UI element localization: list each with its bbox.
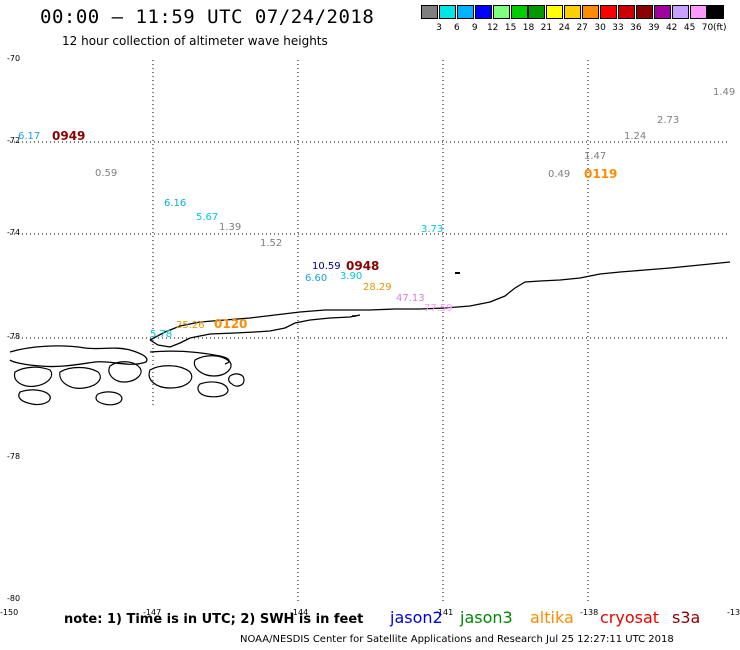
wave-height-label: 1.52 — [260, 238, 283, 249]
satellite-legend-jason2: jason2 — [390, 608, 443, 627]
wave-height-label: 1.49 — [713, 87, 736, 98]
latitude-label: -74 — [7, 228, 21, 237]
latitude-label: -72 — [7, 136, 21, 145]
latitude-label: -78 — [7, 332, 21, 341]
legend-tick: 70 — [701, 23, 714, 33]
legend-tick: 30 — [594, 23, 606, 33]
wave-height-label: 1.39 — [219, 222, 242, 233]
wave-height-label: 5.67 — [196, 212, 219, 223]
island-5 — [193, 355, 232, 377]
coastline — [149, 261, 731, 348]
satellite-legend-altika: altika — [530, 608, 574, 627]
wave-height-label: 0.59 — [95, 168, 118, 179]
legend-swatch — [671, 5, 689, 19]
legend-tick: 24 — [558, 23, 571, 33]
legend-tick: 3 — [436, 23, 442, 33]
wave-height-label: 3.73 — [421, 224, 444, 235]
satellite-legend-jason3: jason3 — [460, 608, 513, 627]
wave-height-label: 6.16 — [164, 198, 187, 209]
pass-time-label: 0949 — [52, 129, 86, 143]
longitude-label: -144 — [290, 608, 309, 617]
legend-swatch — [456, 5, 474, 19]
wave-height-label: 28.29 — [363, 282, 392, 293]
pass-time-label: 0948 — [346, 259, 380, 273]
wave-height-label: 2.73 — [657, 115, 680, 126]
legend-tick: 12 — [486, 23, 499, 33]
legend-tick: 6 — [454, 23, 460, 33]
legend-swatch — [653, 5, 671, 19]
island-4 — [148, 365, 193, 389]
legend-swatch — [438, 5, 456, 19]
legend-swatch — [564, 5, 582, 19]
legend-swatch — [421, 5, 438, 19]
longitude-label: -150 — [0, 608, 19, 617]
island-6 — [18, 389, 51, 406]
legend-swatch — [474, 5, 492, 19]
legend-swatch — [707, 5, 725, 19]
credit-footer: NOAA/NESDIS Center for Satellite Applica… — [240, 634, 674, 645]
wave-height-label: 1.47 — [584, 151, 607, 162]
wave-height-label: 10.59 — [312, 261, 341, 272]
latitude-label: -70 — [7, 54, 21, 63]
legend-tick: 18 — [522, 23, 535, 33]
legend-swatch — [510, 5, 528, 19]
wave-height-label: 3.90 — [340, 271, 363, 282]
island-7 — [95, 391, 123, 406]
legend-tick: 36 — [630, 23, 642, 33]
island-8 — [197, 381, 229, 398]
shelf-inlet — [149, 350, 230, 365]
latitude-label: -78 — [7, 452, 21, 461]
longitude-label: -141 — [435, 608, 454, 617]
legend-swatch — [492, 5, 510, 19]
wave-height-label: 6.60 — [305, 273, 328, 284]
legend-tick: 21 — [540, 23, 553, 33]
map-subtitle: 12 hour collection of altimeter wave hei… — [62, 34, 328, 48]
pass-time-label: 0119 — [584, 167, 618, 181]
wave-height-label: 47.13 — [396, 293, 425, 304]
coastline-west — [9, 345, 148, 368]
legend-tick: 15 — [504, 23, 517, 33]
legend-unit: (ft) — [713, 23, 727, 33]
legend-tick: 27 — [576, 23, 588, 33]
wave-height-label: 6.17 — [18, 131, 41, 142]
legend-swatch — [635, 5, 653, 19]
pass-time-label: 0120 — [214, 317, 248, 331]
legend-tick: 39 — [648, 23, 660, 33]
legend-tick: 42 — [665, 23, 678, 33]
legend-tick: 45 — [683, 23, 696, 33]
map-title: 00:00 — 11:59 UTC 07/24/2018 — [40, 6, 375, 28]
island-3 — [108, 361, 142, 383]
longitude-label: -13 — [727, 608, 740, 617]
units-note: note: 1) Time is in UTC; 2) SWH is in fe… — [64, 612, 364, 627]
legend-swatch — [617, 5, 635, 19]
wave-height-label: 5.78 — [150, 329, 173, 340]
island-9 — [228, 373, 245, 387]
legend-tick: 9 — [471, 23, 478, 33]
island-2 — [59, 366, 101, 389]
legend-swatch — [528, 5, 546, 19]
island-1 — [13, 366, 53, 387]
legend-swatch — [600, 5, 617, 19]
longitude-label: -147 — [143, 608, 162, 617]
wave-height-label: 1.24 — [624, 131, 647, 142]
legend-tick: 33 — [612, 23, 624, 33]
legend-swatch — [546, 5, 564, 19]
longitude-label: -138 — [580, 608, 599, 617]
latitude-label: -80 — [7, 594, 21, 603]
wave-height-label: 0.49 — [548, 169, 571, 180]
satellite-legend-s3a: s3a — [672, 608, 701, 627]
legend-swatch — [582, 5, 600, 19]
wave-height-label: 25.26 — [176, 320, 205, 331]
satellite-legend-cryosat: cryosat — [600, 608, 660, 627]
wave-height-label: 77.59 — [424, 303, 453, 314]
legend-swatch — [689, 5, 707, 19]
